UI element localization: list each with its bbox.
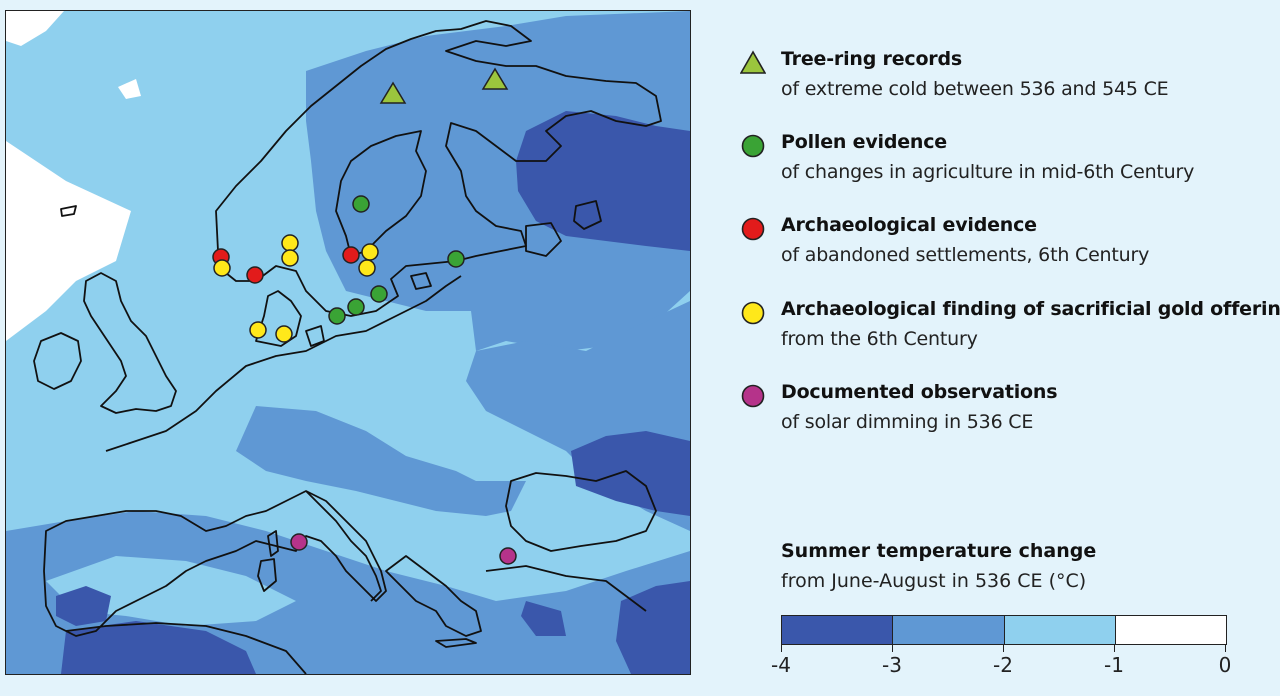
pollen-marker (370, 285, 388, 303)
pollen-marker (347, 298, 365, 316)
gold-offering-marker (281, 249, 299, 267)
scale-label: 0 (1218, 653, 1232, 677)
tree-ring-marker (379, 81, 407, 104)
scale-title: Summer temperature change (781, 540, 1097, 562)
solar-dimming-markers (290, 533, 517, 565)
gold-offering-marker (213, 259, 231, 277)
pollen-marker (328, 307, 346, 325)
purple-circle-icon (741, 384, 765, 408)
gold-offering-marker (275, 325, 293, 343)
scale-label: -2 (993, 653, 1013, 677)
legend-item-settlements: Archaeological evidence of abandoned set… (740, 214, 1280, 274)
scale-label: -1 (1104, 653, 1124, 677)
temp-zone-minus-3-to-minus-4-anatolia (521, 601, 566, 636)
scale-tick (781, 644, 782, 652)
legend-title: Documented observations (781, 381, 1058, 403)
triangle-icon (740, 50, 766, 74)
legend-subtitle: of changes in agriculture in mid-6th Cen… (781, 161, 1195, 183)
solar-dimming-marker (290, 533, 308, 551)
legend-subtitle: of abandoned settlements, 6th Century (781, 244, 1150, 266)
scale-segment-minus-3 (893, 616, 1005, 644)
scale-label: -4 (771, 653, 791, 677)
pollen-marker (352, 195, 370, 213)
gold-offering-marker (358, 259, 376, 277)
temp-zone-minus-1-to-minus-2-blacksea (511, 481, 656, 551)
scale-segment-minus-4 (782, 616, 894, 644)
legend-title: Tree-ring records (781, 48, 962, 70)
solar-dimming-marker (499, 547, 517, 565)
gold-offering-marker (249, 321, 267, 339)
legend-subtitle: from the 6th Century (781, 328, 978, 350)
scale-tick (1003, 644, 1004, 652)
pollen-markers (328, 195, 465, 325)
temp-zone-0-to-minus-1-atlantic (6, 141, 131, 341)
temp-zone-minus-2-to-minus-3-central (236, 406, 536, 516)
scale-subtitle: from June-August in 536 CE (°C) (781, 570, 1087, 592)
scale-label: -3 (882, 653, 902, 677)
temp-zone-0-to-minus-1-island (118, 79, 141, 99)
temp-zone-0-to-minus-1-nw (6, 11, 64, 46)
tree-ring-markers (379, 67, 509, 104)
settlement-marker (246, 266, 264, 284)
yellow-circle-icon (741, 301, 765, 325)
settlement-marker (342, 246, 360, 264)
color-scale-bar (781, 615, 1227, 645)
red-circle-icon (741, 217, 765, 241)
scale-tick (1114, 644, 1115, 652)
gold-offering-marker (281, 234, 299, 252)
temp-zone-minus-3-to-minus-4-iberia (56, 586, 111, 626)
coastlines (33, 20, 662, 674)
temp-zone-minus-3-to-minus-4-africa (61, 621, 256, 674)
legend-subtitle: of extreme cold between 536 and 545 CE (781, 78, 1169, 100)
pollen-marker (447, 250, 465, 268)
scale-segment-minus-1 (1115, 616, 1226, 644)
scale-tick (892, 644, 893, 652)
legend-title: Archaeological evidence (781, 214, 1037, 236)
tree-ring-marker (481, 67, 509, 90)
scale-segment-minus-2 (1004, 616, 1116, 644)
gold-offering-marker (361, 243, 379, 261)
map-canvas (6, 11, 690, 674)
temp-zone-minus-3-to-minus-4-russia (516, 111, 690, 251)
gold-offering-markers (213, 234, 379, 343)
legend-title: Pollen evidence (781, 131, 947, 153)
legend-item-solar-dimming: Documented observations of solar dimming… (740, 381, 1280, 441)
legend-title: Archaeological finding of sacrificial go… (781, 298, 1280, 320)
legend-item-gold-offerings: Archaeological finding of sacrificial go… (740, 298, 1280, 358)
legend-item-tree-ring: Tree-ring records of extreme cold betwee… (740, 48, 1280, 108)
temp-zone-minus-2-to-minus-3-north (306, 11, 690, 351)
green-circle-icon (741, 134, 765, 158)
europe-temperature-map (5, 10, 691, 675)
temperature-scale: Summer temperature change from June-Augu… (760, 540, 1260, 690)
scale-tick (1225, 644, 1226, 652)
legend-item-pollen: Pollen evidence of changes in agricultur… (740, 131, 1280, 191)
legend-subtitle: of solar dimming in 536 CE (781, 411, 1034, 433)
temp-zone-minus-3-to-minus-4-levant (616, 581, 690, 674)
